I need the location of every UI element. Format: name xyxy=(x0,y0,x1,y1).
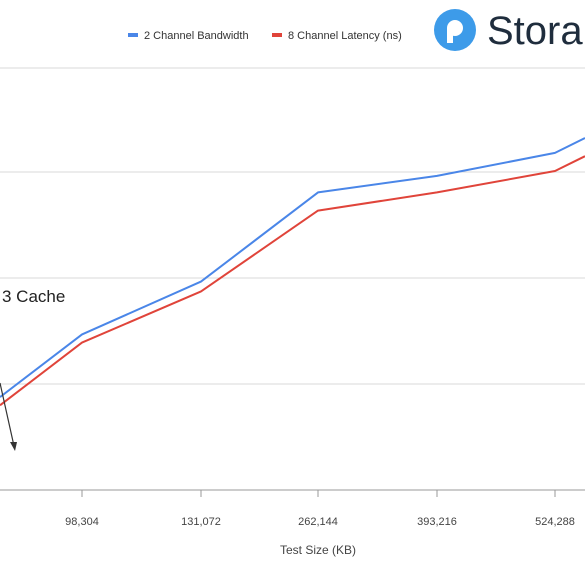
x-axis-title: Test Size (KB) xyxy=(280,543,356,557)
storage-logo-icon xyxy=(434,9,476,51)
legend: 2 Channel Bandwidth 8 Channel Latency (ns… xyxy=(128,30,402,42)
series-lines xyxy=(0,137,585,407)
annotation-label: 3 Cache xyxy=(2,287,65,306)
legend-label: 8 Channel Latency (ns) xyxy=(288,30,402,42)
legend-swatch xyxy=(128,33,138,37)
series-line-2-channel-bandwidth xyxy=(0,137,585,398)
logo: Stora xyxy=(434,9,583,53)
x-tick-label: 262,144 xyxy=(298,516,338,528)
annotation-arrow xyxy=(0,382,17,451)
x-axis-ticks: 98,304 131,072 262,144 393,216 524,288 xyxy=(65,490,575,528)
gridlines xyxy=(0,67,585,491)
x-tick-label: 131,072 xyxy=(181,516,221,528)
x-tick-label: 524,288 xyxy=(535,516,575,528)
x-tick-label: 393,216 xyxy=(417,516,457,528)
legend-swatch xyxy=(272,33,282,37)
legend-label: 2 Channel Bandwidth xyxy=(144,30,249,42)
logo-text: Stora xyxy=(487,9,583,53)
series-line-8-channel-latency xyxy=(0,155,585,407)
x-tick-label: 98,304 xyxy=(65,516,99,528)
